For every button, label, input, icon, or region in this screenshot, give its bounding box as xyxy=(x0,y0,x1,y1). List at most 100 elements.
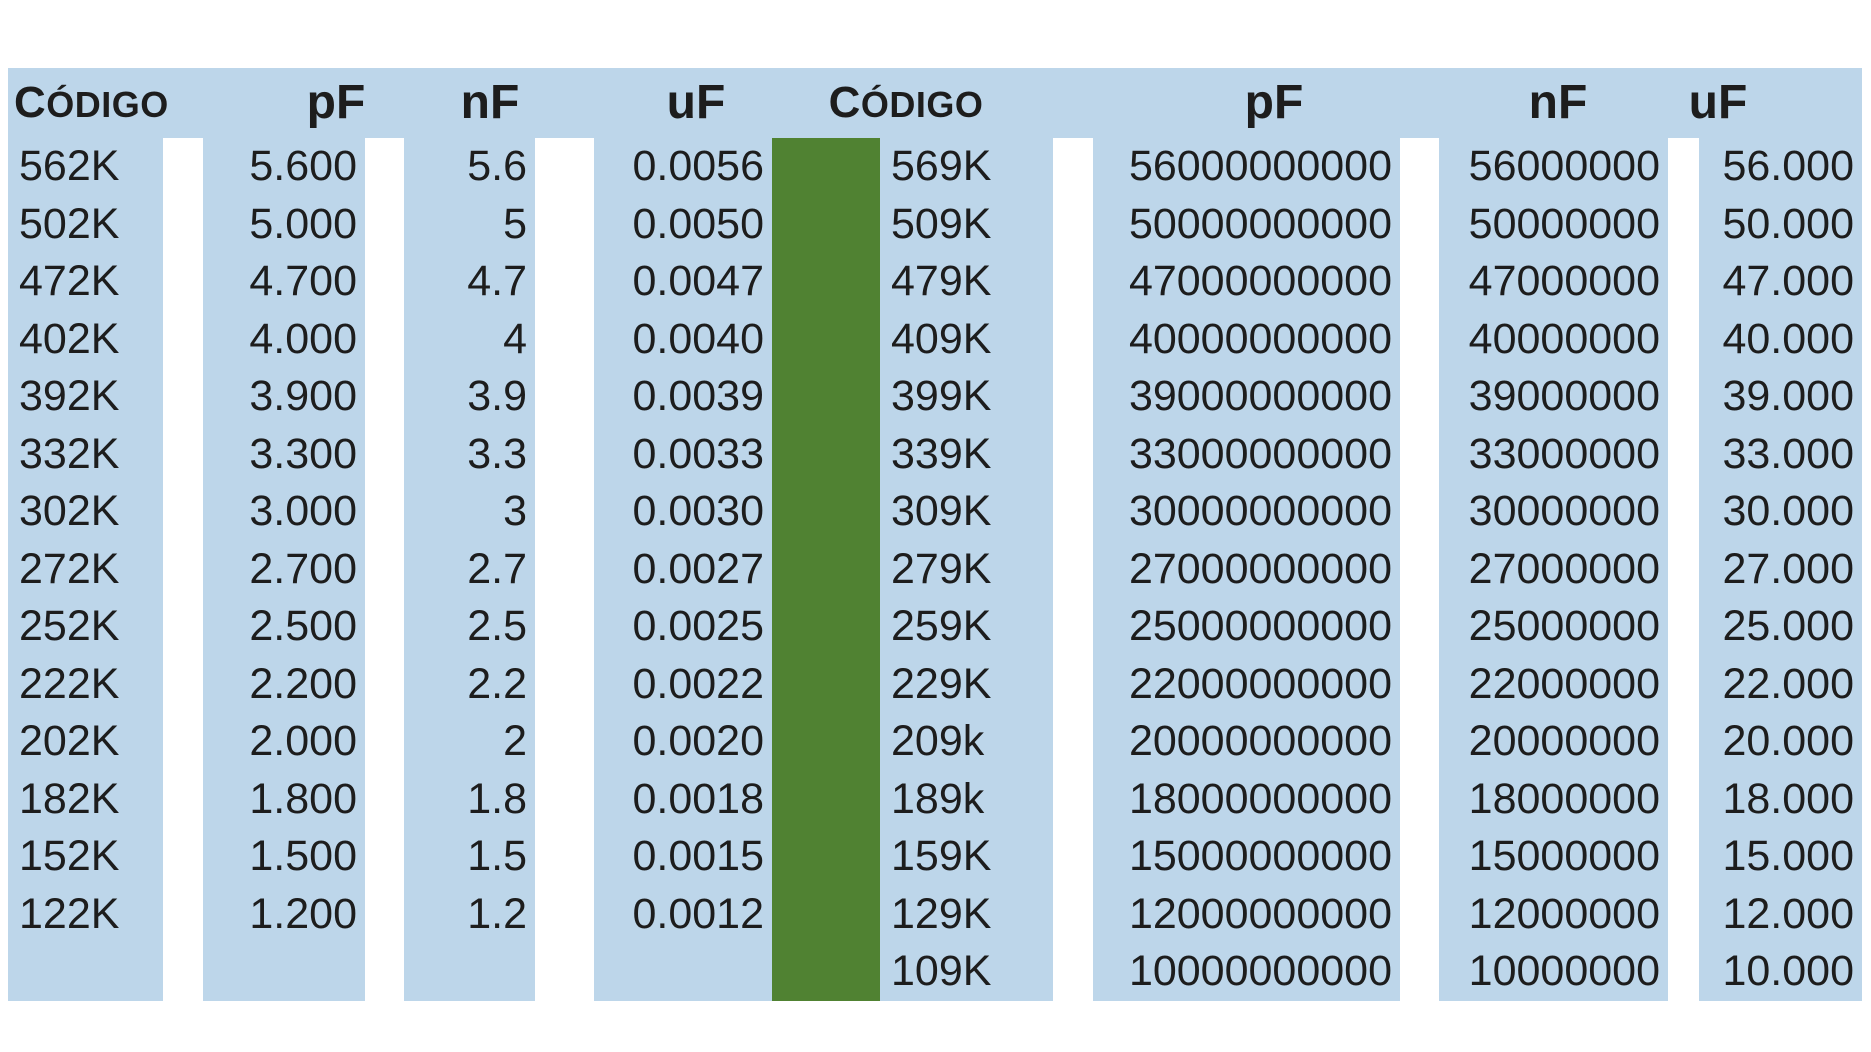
cell-left-uf: 0.0056 xyxy=(632,142,764,191)
cell-right-pf: 30000000000 xyxy=(1128,487,1392,536)
cell-left-uf: 0.0039 xyxy=(632,372,764,421)
cell-right-uf: 33.000 xyxy=(1722,429,1854,478)
cell-left-uf: 0.0015 xyxy=(632,832,764,881)
cell-right-uf: 25.000 xyxy=(1722,602,1854,651)
column-strip-left-uf xyxy=(594,138,772,1001)
cell-right-codigo: 129K xyxy=(891,889,992,938)
cell-right-nf: 30000000 xyxy=(1468,487,1660,536)
cell-right-codigo: 259K xyxy=(891,602,992,651)
cell-right-uf: 10.000 xyxy=(1722,947,1854,996)
cell-right-nf: 56000000 xyxy=(1468,142,1660,191)
column-strip-left-codigo xyxy=(8,138,163,1001)
cell-left-uf: 0.0047 xyxy=(632,257,764,306)
cell-right-codigo: 189k xyxy=(891,774,985,823)
cell-right-codigo: 229K xyxy=(891,659,992,708)
cell-left-pf: 1.200 xyxy=(249,889,357,938)
cell-right-codigo: 569K xyxy=(891,142,992,191)
cell-right-pf: 12000000000 xyxy=(1128,889,1392,938)
cell-left-pf: 3.900 xyxy=(249,372,357,421)
cell-right-uf: 39.000 xyxy=(1722,372,1854,421)
header-left-uf: uF xyxy=(666,76,726,129)
cell-left-uf: 0.0020 xyxy=(632,717,764,766)
cell-right-codigo: 159K xyxy=(891,832,992,881)
cell-right-codigo: 209k xyxy=(891,717,985,766)
cell-right-nf: 22000000 xyxy=(1468,659,1660,708)
cell-right-nf: 33000000 xyxy=(1468,429,1660,478)
cell-right-uf: 18.000 xyxy=(1722,774,1854,823)
cell-left-nf: 4 xyxy=(503,314,527,363)
cell-right-codigo: 399K xyxy=(891,372,992,421)
header-right-nf: nF xyxy=(1528,76,1588,129)
cell-left-uf: 0.0030 xyxy=(632,487,764,536)
cell-left-codigo: 182K xyxy=(19,774,120,823)
cell-left-uf: 0.0027 xyxy=(632,544,764,593)
cell-left-pf: 3.000 xyxy=(249,487,357,536)
header-right-codigo: CÓDIGO xyxy=(828,78,984,127)
cell-left-uf: 0.0022 xyxy=(632,659,764,708)
header-right-uf: uF xyxy=(1688,76,1748,129)
cell-left-nf: 1.2 xyxy=(467,889,527,938)
cell-right-nf: 25000000 xyxy=(1468,602,1660,651)
column-strip-left-pf xyxy=(203,138,365,1001)
cell-left-nf: 4.7 xyxy=(467,257,527,306)
cell-right-nf: 40000000 xyxy=(1468,314,1660,363)
cell-right-pf: 47000000000 xyxy=(1128,257,1392,306)
cell-left-pf: 5.600 xyxy=(249,142,357,191)
cell-left-nf: 1.5 xyxy=(467,832,527,881)
cell-left-pf: 1.500 xyxy=(249,832,357,881)
green-separator-bar xyxy=(772,138,880,1001)
cell-right-uf: 20.000 xyxy=(1722,717,1854,766)
cell-left-nf: 2.5 xyxy=(467,602,527,651)
cell-right-uf: 15.000 xyxy=(1722,832,1854,881)
column-strip-right-nf xyxy=(1439,138,1668,1001)
cell-left-pf: 4.700 xyxy=(249,257,357,306)
cell-left-pf: 2.200 xyxy=(249,659,357,708)
cell-right-codigo: 109K xyxy=(891,947,992,996)
cell-left-nf: 2 xyxy=(503,717,527,766)
cell-left-pf: 1.800 xyxy=(249,774,357,823)
header-right-pf: pF xyxy=(1244,76,1304,129)
cell-right-uf: 47.000 xyxy=(1722,257,1854,306)
cell-right-uf: 40.000 xyxy=(1722,314,1854,363)
cell-right-codigo: 509K xyxy=(891,199,992,248)
cell-left-uf: 0.0050 xyxy=(632,199,764,248)
cell-left-uf: 0.0012 xyxy=(632,889,764,938)
cell-left-pf: 2.500 xyxy=(249,602,357,651)
cell-right-pf: 56000000000 xyxy=(1128,142,1392,191)
cell-left-codigo: 252K xyxy=(19,602,120,651)
cell-right-pf: 33000000000 xyxy=(1128,429,1392,478)
cell-left-nf: 2.7 xyxy=(467,544,527,593)
cell-left-codigo: 202K xyxy=(19,717,120,766)
cell-right-nf: 20000000 xyxy=(1468,717,1660,766)
cell-right-codigo: 409K xyxy=(891,314,992,363)
cell-right-pf: 40000000000 xyxy=(1128,314,1392,363)
cell-left-uf: 0.0033 xyxy=(632,429,764,478)
cell-right-uf: 50.000 xyxy=(1722,199,1854,248)
header-left-codigo: CÓDIGO xyxy=(14,78,169,127)
cell-right-uf: 22.000 xyxy=(1722,659,1854,708)
cell-right-pf: 15000000000 xyxy=(1128,832,1392,881)
cell-right-pf: 20000000000 xyxy=(1128,717,1392,766)
cell-left-pf: 5.000 xyxy=(249,199,357,248)
cell-left-uf: 0.0018 xyxy=(632,774,764,823)
cell-left-codigo: 152K xyxy=(19,832,120,881)
cell-right-nf: 18000000 xyxy=(1468,774,1660,823)
cell-left-pf: 4.000 xyxy=(249,314,357,363)
cell-right-pf: 18000000000 xyxy=(1128,774,1392,823)
cell-left-codigo: 222K xyxy=(19,659,120,708)
cell-right-codigo: 309K xyxy=(891,487,992,536)
cell-right-uf: 12.000 xyxy=(1722,889,1854,938)
cell-left-uf: 0.0025 xyxy=(632,602,764,651)
cell-right-pf: 22000000000 xyxy=(1128,659,1392,708)
cell-left-codigo: 562K xyxy=(19,142,120,191)
cell-right-uf: 30.000 xyxy=(1722,487,1854,536)
cell-right-nf: 10000000 xyxy=(1468,947,1660,996)
cell-right-uf: 27.000 xyxy=(1722,544,1854,593)
cell-left-nf: 5.6 xyxy=(467,142,527,191)
cell-left-codigo: 122K xyxy=(19,889,120,938)
cell-left-codigo: 332K xyxy=(19,429,120,478)
cell-left-pf: 2.000 xyxy=(249,717,357,766)
column-strip-left-nf xyxy=(404,138,535,1001)
cell-left-nf: 5 xyxy=(503,199,527,248)
